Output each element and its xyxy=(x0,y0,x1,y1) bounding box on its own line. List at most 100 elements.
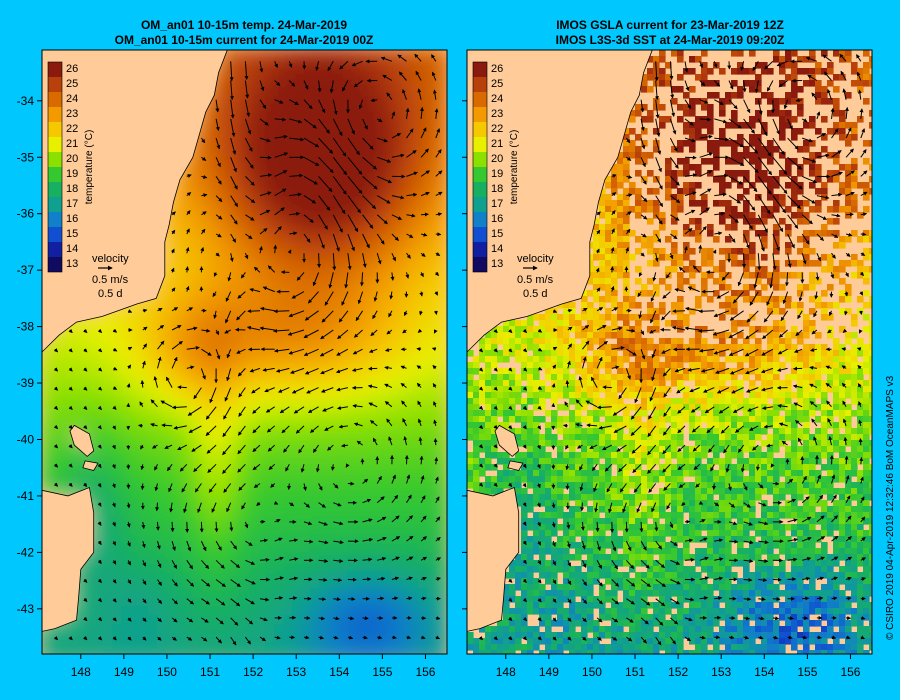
sst-cell xyxy=(605,608,612,615)
sst-cell xyxy=(611,608,618,615)
sst-cell xyxy=(473,392,480,399)
colorbar-tick-label: 14 xyxy=(66,243,78,255)
sst-cell xyxy=(551,392,558,399)
sst-cell xyxy=(623,458,630,465)
sst-cell xyxy=(569,308,576,315)
sst-cell xyxy=(545,542,552,549)
sst-cell xyxy=(635,452,642,459)
sst-cell xyxy=(635,470,642,477)
sst-cell xyxy=(611,296,618,303)
sst-cell xyxy=(509,416,516,423)
sst-cell xyxy=(473,464,480,471)
sst-cell xyxy=(491,398,498,405)
sst-cell xyxy=(605,434,612,441)
sst-cell xyxy=(545,494,552,501)
sst-cell xyxy=(557,314,564,321)
left-map[interactable] xyxy=(40,48,449,664)
sst-cell xyxy=(238,651,251,654)
right-map[interactable] xyxy=(467,50,876,657)
sst-cell xyxy=(521,320,528,327)
sst-cell xyxy=(575,398,582,405)
sst-cell xyxy=(617,236,624,243)
sst-cell xyxy=(563,464,570,471)
sst-cell xyxy=(539,446,546,453)
sst-cell xyxy=(533,608,540,615)
sst-cell xyxy=(473,650,480,654)
sst-cell xyxy=(641,548,648,555)
sst-cell xyxy=(557,386,564,393)
sst-cell xyxy=(647,590,654,597)
sst-cell xyxy=(659,308,666,315)
sst-cell xyxy=(659,386,666,393)
sst-cell xyxy=(599,602,606,609)
sst-cell xyxy=(581,350,588,357)
sst-cell xyxy=(569,392,576,399)
sst-cell xyxy=(569,542,576,549)
sst-cell xyxy=(599,212,606,219)
lat-tick-label: -36 xyxy=(17,207,35,221)
sst-cell xyxy=(629,554,636,561)
sst-cell xyxy=(545,524,552,531)
sst-cell xyxy=(635,590,642,597)
sst-cell xyxy=(623,278,630,285)
sst-cell xyxy=(533,434,540,441)
sst-cell xyxy=(557,326,564,333)
sst-cell xyxy=(551,518,558,525)
sst-cell xyxy=(545,362,552,369)
sst-cell xyxy=(617,272,624,279)
sst-cell xyxy=(467,410,474,417)
sst-cell xyxy=(557,608,564,615)
sst-cell xyxy=(551,488,558,495)
sst-cell xyxy=(569,326,576,333)
current-vector xyxy=(138,423,143,428)
sst-cell xyxy=(617,638,624,645)
sst-cell xyxy=(545,392,552,399)
sst-cell xyxy=(617,398,624,405)
sst-cell xyxy=(545,452,552,459)
sst-cell xyxy=(575,566,582,573)
sst-cell xyxy=(653,476,660,483)
sst-cell xyxy=(557,566,564,573)
colorbar-tick-label: 24 xyxy=(66,93,78,105)
sst-cell xyxy=(563,458,570,465)
sst-cell xyxy=(635,146,642,153)
sst-cell xyxy=(503,458,510,465)
sst-cell xyxy=(58,651,71,654)
sst-cell xyxy=(605,314,612,321)
sst-cell xyxy=(629,632,636,639)
sst-cell xyxy=(647,602,654,609)
sst-cell xyxy=(485,626,492,633)
sst-cell xyxy=(497,332,504,339)
sst-cell xyxy=(569,524,576,531)
sst-cell xyxy=(575,392,582,399)
sst-cell xyxy=(238,50,251,61)
sst-cell xyxy=(629,464,636,471)
sst-cell xyxy=(491,488,498,495)
sst-cell xyxy=(521,470,528,477)
sst-cell xyxy=(509,476,516,483)
sst-cell xyxy=(539,536,546,543)
sst-cell xyxy=(653,590,660,597)
sst-cell xyxy=(527,506,534,513)
sst-cell xyxy=(473,356,480,363)
sst-cell xyxy=(533,548,540,555)
sst-cell xyxy=(527,332,534,339)
sst-cell xyxy=(593,350,600,357)
sst-cell xyxy=(647,440,654,447)
sst-cell xyxy=(593,296,600,303)
sst-cell xyxy=(599,266,606,273)
sst-cell xyxy=(527,554,534,561)
current-vector xyxy=(377,596,385,601)
sst-cell xyxy=(485,650,492,654)
sst-cell xyxy=(623,296,630,303)
sst-cell xyxy=(575,428,582,435)
sst-cell xyxy=(42,390,53,403)
sst-cell xyxy=(581,608,588,615)
sst-cell xyxy=(103,651,116,654)
sst-cell xyxy=(503,344,510,351)
sst-cell xyxy=(647,578,654,585)
current-vector xyxy=(170,521,175,533)
sst-cell xyxy=(581,428,588,435)
sst-cell xyxy=(569,446,576,453)
sst-cell xyxy=(629,482,636,489)
